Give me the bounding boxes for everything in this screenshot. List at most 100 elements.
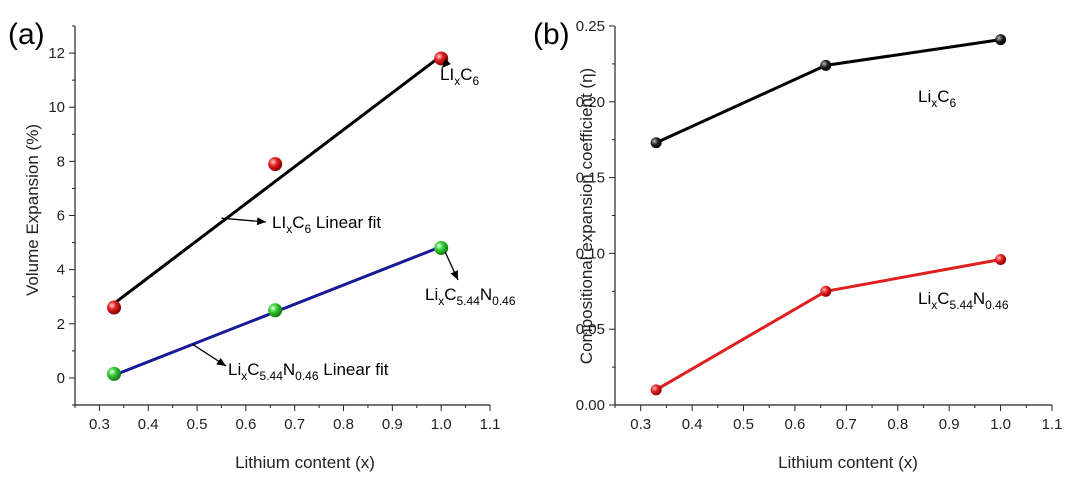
anno-text: C xyxy=(444,285,456,304)
x-tick-label: 0.9 xyxy=(382,416,403,433)
anno-subscript: 5.44 xyxy=(950,298,974,312)
x-tick-label: 1.0 xyxy=(431,416,452,433)
anno-text: Li xyxy=(918,87,931,106)
anno-subscript: 0.46 xyxy=(295,369,319,383)
y-tick-label: 0.20 xyxy=(576,94,605,111)
anno-text: N xyxy=(480,285,492,304)
x-tick-label: 1.1 xyxy=(480,416,501,433)
data-point xyxy=(650,137,662,149)
anno-text: Li xyxy=(425,285,438,304)
y-axis-title-a: Volume Expansion (%) xyxy=(23,124,42,296)
series-label: LixC6 xyxy=(918,87,957,110)
anno-text: C xyxy=(937,87,949,106)
series-line-1 xyxy=(655,257,1001,392)
anno-text: C xyxy=(460,65,472,84)
y-tick-label: 0.05 xyxy=(576,321,605,338)
panel-b: (b) 0.3 0.4 0.5 0.6 0.7 0.8 0.9 1.0 1.10.000.050… xyxy=(533,18,1062,472)
anno-subscript: 6 xyxy=(472,74,479,88)
y-axis-title-b: Compositional expansion coefficient (η) xyxy=(577,68,596,364)
anno-subscript: 0.46 xyxy=(492,294,516,308)
ticks-b: 0.3 0.4 0.5 0.6 0.7 0.8 0.9 1.0 1.1 0.00 0.05 0.10 0… xyxy=(576,18,1063,433)
anno-text: C xyxy=(937,289,949,308)
x-tick-label: 0.3 xyxy=(89,416,110,433)
panel-label-b: (b) xyxy=(533,18,570,51)
data-point xyxy=(995,34,1007,46)
fit-line-2 xyxy=(113,54,443,305)
y-tick-label: 0.15 xyxy=(576,170,605,187)
panel-label-a: (a) xyxy=(8,18,45,51)
y-tick-label: 12 xyxy=(48,45,65,62)
y-tick-label: 0.00 xyxy=(576,397,605,414)
data-point xyxy=(820,285,832,297)
x-tick-label: 0.4 xyxy=(138,416,159,433)
annotation-arrow xyxy=(444,251,459,281)
y-tick-label: 2 xyxy=(57,316,65,333)
data-point xyxy=(268,157,283,172)
y-tick-label: 0.10 xyxy=(576,245,605,262)
axes-b xyxy=(614,26,1052,406)
x-tick-label: 0.5 xyxy=(187,416,208,433)
x-tick-label: 0.6 xyxy=(235,416,256,433)
panel-a: (a) 0.3 0.4 0.5 0.6 0.7 0.8 0.9 1.0 1.1 0 2 4 6 8 10 12… xyxy=(8,18,516,472)
x-tick-label: 0.9 xyxy=(939,416,960,433)
anno-subscript: x xyxy=(438,294,444,308)
anno-text: Li xyxy=(918,289,931,308)
anno-text: Linear fit xyxy=(311,213,381,232)
y-tick-label: 4 xyxy=(57,262,65,279)
anno-subscript: 5.44 xyxy=(260,369,284,383)
anno-text: C xyxy=(247,360,259,379)
anno-subscript: 6 xyxy=(304,222,311,236)
anno-subscript: 0.46 xyxy=(985,298,1009,312)
x-tick-label: 0.6 xyxy=(785,416,806,433)
data-point xyxy=(434,240,449,255)
y-tick-label: 0 xyxy=(57,370,65,387)
data-point xyxy=(268,303,283,318)
series-label: LixC5.44N0.46 xyxy=(918,289,1009,312)
annotation-label: LIxC6 xyxy=(440,65,479,88)
anno-subscript: x xyxy=(241,369,247,383)
annotation-label: LixC5.44N0.46 xyxy=(425,285,516,308)
anno-text: N xyxy=(973,289,985,308)
annotation-label: LixC5.44N0.46 Linear fit xyxy=(228,360,389,383)
annotation-arrow xyxy=(441,58,452,69)
anno-text: Linear fit xyxy=(319,360,389,379)
anno-subscript: x xyxy=(931,298,937,312)
data-point xyxy=(107,366,122,381)
y-tick-label: 0.25 xyxy=(576,18,605,35)
data-point xyxy=(650,384,662,396)
x-axis-title-b: Lithium content (x) xyxy=(778,453,918,472)
x-tick-label: 0.4 xyxy=(682,416,703,433)
anno-subscript: x xyxy=(286,222,292,236)
anno-text: N xyxy=(283,360,295,379)
data-point xyxy=(820,59,832,71)
series-a xyxy=(107,51,449,381)
annotation-arrow xyxy=(191,343,227,367)
ticks-a: 0.3 0.4 0.5 0.6 0.7 0.8 0.9 1.0 1.1 0 2 4 6 8 10 12 xyxy=(48,25,501,433)
annotation-arrow xyxy=(221,217,267,226)
x-tick-label: 0.3 xyxy=(630,416,651,433)
anno-text: C xyxy=(292,213,304,232)
annotation-label: LIxC6 Linear fit xyxy=(272,213,381,236)
anno-subscript: 5.44 xyxy=(457,294,481,308)
anno-text: LI xyxy=(272,213,286,232)
x-tick-label: 0.7 xyxy=(836,416,857,433)
x-tick-label: 1.1 xyxy=(1042,416,1063,433)
anno-text: LI xyxy=(440,65,454,84)
data-point xyxy=(107,300,122,315)
anno-subscript: x xyxy=(931,96,937,110)
x-tick-label: 0.5 xyxy=(733,416,754,433)
y-tick-label: 8 xyxy=(57,153,65,170)
anno-subscript: 6 xyxy=(950,96,957,110)
x-tick-label: 0.8 xyxy=(887,416,908,433)
x-tick-label: 0.8 xyxy=(333,416,354,433)
x-axis-title-a: Lithium content (x) xyxy=(235,453,375,472)
y-tick-label: 10 xyxy=(48,99,65,116)
x-tick-label: 0.7 xyxy=(284,416,305,433)
series-b xyxy=(650,34,1007,396)
x-tick-label: 1.0 xyxy=(990,416,1011,433)
data-point xyxy=(434,51,449,66)
anno-text: Li xyxy=(228,360,241,379)
y-tick-label: 6 xyxy=(57,208,65,225)
